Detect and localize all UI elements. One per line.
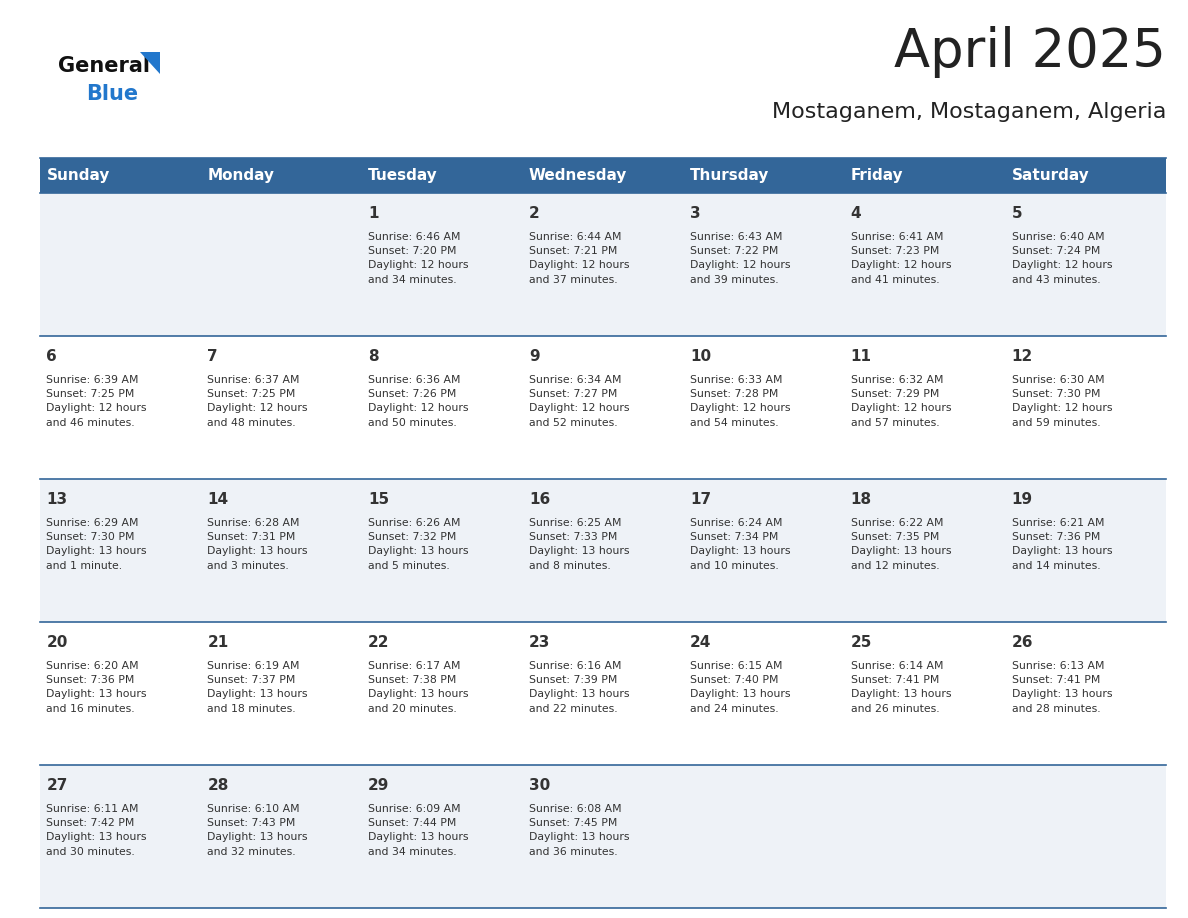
Text: 8: 8	[368, 349, 379, 364]
Text: Friday: Friday	[851, 168, 903, 183]
Text: Sunrise: 6:29 AM
Sunset: 7:30 PM
Daylight: 13 hours
and 1 minute.: Sunrise: 6:29 AM Sunset: 7:30 PM Dayligh…	[46, 518, 147, 571]
Text: Sunrise: 6:25 AM
Sunset: 7:33 PM
Daylight: 13 hours
and 8 minutes.: Sunrise: 6:25 AM Sunset: 7:33 PM Dayligh…	[529, 518, 630, 571]
Polygon shape	[140, 52, 160, 74]
Text: 28: 28	[207, 778, 228, 793]
Text: Sunrise: 6:11 AM
Sunset: 7:42 PM
Daylight: 13 hours
and 30 minutes.: Sunrise: 6:11 AM Sunset: 7:42 PM Dayligh…	[46, 803, 147, 856]
Text: Sunrise: 6:14 AM
Sunset: 7:41 PM
Daylight: 13 hours
and 26 minutes.: Sunrise: 6:14 AM Sunset: 7:41 PM Dayligh…	[851, 661, 952, 714]
Text: Sunrise: 6:41 AM
Sunset: 7:23 PM
Daylight: 12 hours
and 41 minutes.: Sunrise: 6:41 AM Sunset: 7:23 PM Dayligh…	[851, 231, 952, 285]
Text: Sunrise: 6:22 AM
Sunset: 7:35 PM
Daylight: 13 hours
and 12 minutes.: Sunrise: 6:22 AM Sunset: 7:35 PM Dayligh…	[851, 518, 952, 571]
Text: 27: 27	[46, 778, 68, 793]
Text: Sunrise: 6:26 AM
Sunset: 7:32 PM
Daylight: 13 hours
and 5 minutes.: Sunrise: 6:26 AM Sunset: 7:32 PM Dayligh…	[368, 518, 468, 571]
Text: Monday: Monday	[207, 168, 274, 183]
Text: 23: 23	[529, 635, 550, 650]
Text: Sunrise: 6:15 AM
Sunset: 7:40 PM
Daylight: 13 hours
and 24 minutes.: Sunrise: 6:15 AM Sunset: 7:40 PM Dayligh…	[690, 661, 790, 714]
Text: Thursday: Thursday	[690, 168, 770, 183]
Bar	[40, 336, 1165, 479]
Text: 1: 1	[368, 206, 379, 221]
Text: Sunrise: 6:44 AM
Sunset: 7:21 PM
Daylight: 12 hours
and 37 minutes.: Sunrise: 6:44 AM Sunset: 7:21 PM Dayligh…	[529, 231, 630, 285]
Text: 10: 10	[690, 349, 710, 364]
Text: Sunrise: 6:19 AM
Sunset: 7:37 PM
Daylight: 13 hours
and 18 minutes.: Sunrise: 6:19 AM Sunset: 7:37 PM Dayligh…	[207, 661, 308, 714]
Bar	[40, 622, 1165, 765]
Bar	[40, 479, 1165, 622]
Text: Sunrise: 6:16 AM
Sunset: 7:39 PM
Daylight: 13 hours
and 22 minutes.: Sunrise: 6:16 AM Sunset: 7:39 PM Dayligh…	[529, 661, 630, 714]
Text: 18: 18	[851, 492, 872, 507]
Bar	[40, 765, 1165, 908]
Bar	[40, 158, 1165, 193]
Text: Sunrise: 6:39 AM
Sunset: 7:25 PM
Daylight: 12 hours
and 46 minutes.: Sunrise: 6:39 AM Sunset: 7:25 PM Dayligh…	[46, 375, 147, 428]
Text: 12: 12	[1011, 349, 1032, 364]
Text: 30: 30	[529, 778, 550, 793]
Text: Sunrise: 6:17 AM
Sunset: 7:38 PM
Daylight: 13 hours
and 20 minutes.: Sunrise: 6:17 AM Sunset: 7:38 PM Dayligh…	[368, 661, 468, 714]
Text: 22: 22	[368, 635, 390, 650]
Text: Wednesday: Wednesday	[529, 168, 627, 183]
Text: 9: 9	[529, 349, 539, 364]
Text: 16: 16	[529, 492, 550, 507]
Text: Mostaganem, Mostaganem, Algeria: Mostaganem, Mostaganem, Algeria	[772, 102, 1165, 122]
Text: April 2025: April 2025	[895, 26, 1165, 78]
Text: 6: 6	[46, 349, 57, 364]
Text: Sunrise: 6:20 AM
Sunset: 7:36 PM
Daylight: 13 hours
and 16 minutes.: Sunrise: 6:20 AM Sunset: 7:36 PM Dayligh…	[46, 661, 147, 714]
Text: Sunrise: 6:21 AM
Sunset: 7:36 PM
Daylight: 13 hours
and 14 minutes.: Sunrise: 6:21 AM Sunset: 7:36 PM Dayligh…	[1011, 518, 1112, 571]
Text: Saturday: Saturday	[1011, 168, 1089, 183]
Text: Sunday: Sunday	[46, 168, 109, 183]
Text: General: General	[58, 56, 150, 76]
Bar	[40, 193, 1165, 336]
Text: 4: 4	[851, 206, 861, 221]
Text: 14: 14	[207, 492, 228, 507]
Text: 19: 19	[1011, 492, 1032, 507]
Text: Sunrise: 6:32 AM
Sunset: 7:29 PM
Daylight: 12 hours
and 57 minutes.: Sunrise: 6:32 AM Sunset: 7:29 PM Dayligh…	[851, 375, 952, 428]
Text: Blue: Blue	[86, 84, 138, 104]
Text: Sunrise: 6:33 AM
Sunset: 7:28 PM
Daylight: 12 hours
and 54 minutes.: Sunrise: 6:33 AM Sunset: 7:28 PM Dayligh…	[690, 375, 790, 428]
Text: Sunrise: 6:46 AM
Sunset: 7:20 PM
Daylight: 12 hours
and 34 minutes.: Sunrise: 6:46 AM Sunset: 7:20 PM Dayligh…	[368, 231, 468, 285]
Text: Sunrise: 6:08 AM
Sunset: 7:45 PM
Daylight: 13 hours
and 36 minutes.: Sunrise: 6:08 AM Sunset: 7:45 PM Dayligh…	[529, 803, 630, 856]
Text: Sunrise: 6:34 AM
Sunset: 7:27 PM
Daylight: 12 hours
and 52 minutes.: Sunrise: 6:34 AM Sunset: 7:27 PM Dayligh…	[529, 375, 630, 428]
Text: Sunrise: 6:13 AM
Sunset: 7:41 PM
Daylight: 13 hours
and 28 minutes.: Sunrise: 6:13 AM Sunset: 7:41 PM Dayligh…	[1011, 661, 1112, 714]
Text: Sunrise: 6:10 AM
Sunset: 7:43 PM
Daylight: 13 hours
and 32 minutes.: Sunrise: 6:10 AM Sunset: 7:43 PM Dayligh…	[207, 803, 308, 856]
Text: 3: 3	[690, 206, 701, 221]
Text: 7: 7	[207, 349, 217, 364]
Text: 29: 29	[368, 778, 390, 793]
Text: 24: 24	[690, 635, 712, 650]
Text: Sunrise: 6:28 AM
Sunset: 7:31 PM
Daylight: 13 hours
and 3 minutes.: Sunrise: 6:28 AM Sunset: 7:31 PM Dayligh…	[207, 518, 308, 571]
Text: Sunrise: 6:36 AM
Sunset: 7:26 PM
Daylight: 12 hours
and 50 minutes.: Sunrise: 6:36 AM Sunset: 7:26 PM Dayligh…	[368, 375, 468, 428]
Text: 17: 17	[690, 492, 710, 507]
Text: 20: 20	[46, 635, 68, 650]
Text: 21: 21	[207, 635, 228, 650]
Text: Sunrise: 6:09 AM
Sunset: 7:44 PM
Daylight: 13 hours
and 34 minutes.: Sunrise: 6:09 AM Sunset: 7:44 PM Dayligh…	[368, 803, 468, 856]
Text: Sunrise: 6:40 AM
Sunset: 7:24 PM
Daylight: 12 hours
and 43 minutes.: Sunrise: 6:40 AM Sunset: 7:24 PM Dayligh…	[1011, 231, 1112, 285]
Text: 2: 2	[529, 206, 539, 221]
Text: 5: 5	[1011, 206, 1022, 221]
Text: 11: 11	[851, 349, 872, 364]
Text: 25: 25	[851, 635, 872, 650]
Text: Sunrise: 6:43 AM
Sunset: 7:22 PM
Daylight: 12 hours
and 39 minutes.: Sunrise: 6:43 AM Sunset: 7:22 PM Dayligh…	[690, 231, 790, 285]
Text: Sunrise: 6:37 AM
Sunset: 7:25 PM
Daylight: 12 hours
and 48 minutes.: Sunrise: 6:37 AM Sunset: 7:25 PM Dayligh…	[207, 375, 308, 428]
Text: Sunrise: 6:24 AM
Sunset: 7:34 PM
Daylight: 13 hours
and 10 minutes.: Sunrise: 6:24 AM Sunset: 7:34 PM Dayligh…	[690, 518, 790, 571]
Text: 13: 13	[46, 492, 68, 507]
Text: 26: 26	[1011, 635, 1034, 650]
Text: Sunrise: 6:30 AM
Sunset: 7:30 PM
Daylight: 12 hours
and 59 minutes.: Sunrise: 6:30 AM Sunset: 7:30 PM Dayligh…	[1011, 375, 1112, 428]
Text: 15: 15	[368, 492, 390, 507]
Text: Tuesday: Tuesday	[368, 168, 438, 183]
